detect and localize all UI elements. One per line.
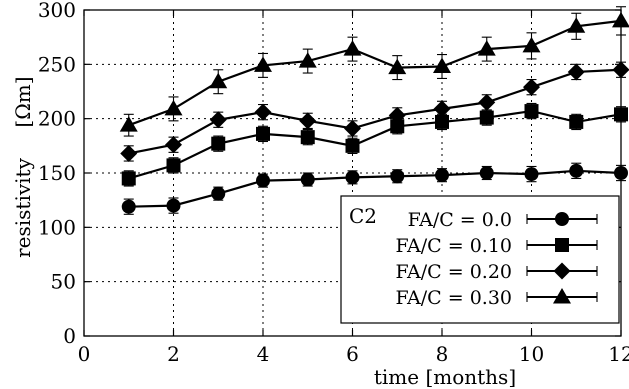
data-point-circle [166, 198, 181, 213]
legend-marker-square [555, 238, 569, 252]
series-line [128, 68, 622, 155]
data-point-diamond [254, 103, 272, 121]
series-line [128, 109, 622, 180]
legend-label: FA/C = 0.30 [396, 287, 513, 309]
legend-marker-diamond [553, 262, 571, 280]
data-point-square [524, 104, 539, 119]
data-point-diamond [567, 63, 585, 81]
x-tick-label: 10 [519, 342, 544, 366]
legend-label: FA/C = 0.10 [396, 235, 513, 257]
y-tick-label: 100 [38, 215, 76, 239]
data-point-square [569, 114, 584, 129]
data-point-diamond [344, 119, 361, 137]
data-point-circle [256, 173, 270, 188]
legend-marker-triangle [553, 288, 571, 304]
x-tick-label: 8 [436, 342, 449, 366]
data-point-diamond [209, 111, 227, 129]
legend-marker-circle [555, 212, 569, 226]
data-point-circle [121, 199, 136, 214]
data-point-circle [479, 166, 494, 180]
series-line [128, 169, 622, 208]
data-point-circle [569, 163, 584, 178]
data-point-circle [345, 170, 360, 185]
data-point-square [256, 126, 270, 141]
data-point-square [211, 136, 226, 151]
x-tick-label: 6 [346, 342, 359, 366]
data-point-circle [435, 168, 449, 183]
y-axis-label: resistivity [11, 157, 35, 257]
data-point-triangle [388, 58, 407, 75]
y-tick-label: 50 [51, 270, 76, 294]
series-diamond [120, 61, 629, 162]
series-circle [121, 162, 628, 215]
data-point-triangle [567, 17, 586, 33]
data-point-triangle [522, 36, 541, 53]
y-axis-unit: [Ωm] [11, 76, 35, 127]
legend-entries: FA/C = 0.0 FA/C = 0.10 FA/C = 0.20 FA/C = 0… [396, 209, 598, 309]
tick-labels: 0 2 4 6 8 10 12 0 50 100 150 200 250 300 [38, 0, 629, 366]
data-point-square [479, 110, 494, 125]
y-tick-label: 250 [38, 52, 76, 76]
x-tick-label: 2 [167, 342, 180, 366]
data-point-triangle [119, 116, 138, 132]
data-point-triangle [209, 72, 228, 89]
data-point-circle [390, 169, 405, 184]
data-point-circle [524, 167, 539, 182]
legend-box [340, 195, 620, 324]
data-point-square [435, 114, 449, 129]
y-tick-label: 300 [38, 0, 76, 22]
axes-frame [83, 9, 622, 337]
x-tick-label: 12 [608, 342, 629, 366]
data-point-triangle [477, 40, 496, 56]
data-point-triangle [254, 56, 272, 72]
y-tick-label: 0 [63, 324, 76, 348]
y-tick-label: 200 [38, 107, 76, 131]
data-point-square [345, 138, 360, 153]
data-point-triangle [298, 52, 317, 68]
data-point-triangle [164, 99, 183, 116]
x-tick-label: 0 [78, 342, 91, 366]
data-point-triangle [343, 40, 362, 56]
data-point-diamond [523, 78, 540, 96]
y-tick-label: 150 [38, 161, 76, 185]
data-point-square [300, 130, 315, 145]
data-point-diamond [388, 106, 406, 124]
x-tick-label: 4 [257, 342, 270, 366]
data-point-diamond [299, 112, 317, 130]
series-layer [119, 6, 629, 215]
data-point-diamond [165, 136, 182, 154]
data-point-diamond [120, 144, 138, 162]
data-point-circle [211, 186, 226, 201]
x-axis-label: time [months] [374, 365, 516, 389]
legend-label: FA/C = 0.20 [396, 261, 513, 283]
legend-title: C2 [349, 204, 377, 228]
data-point-diamond [433, 100, 451, 118]
data-point-diamond [478, 93, 496, 111]
series-line [128, 19, 622, 127]
data-point-circle [300, 172, 315, 187]
data-point-square [166, 158, 181, 173]
data-point-triangle [433, 57, 451, 74]
data-point-square [121, 171, 136, 186]
series-triangle [119, 6, 629, 137]
legend-label: FA/C = 0.0 [408, 209, 512, 231]
